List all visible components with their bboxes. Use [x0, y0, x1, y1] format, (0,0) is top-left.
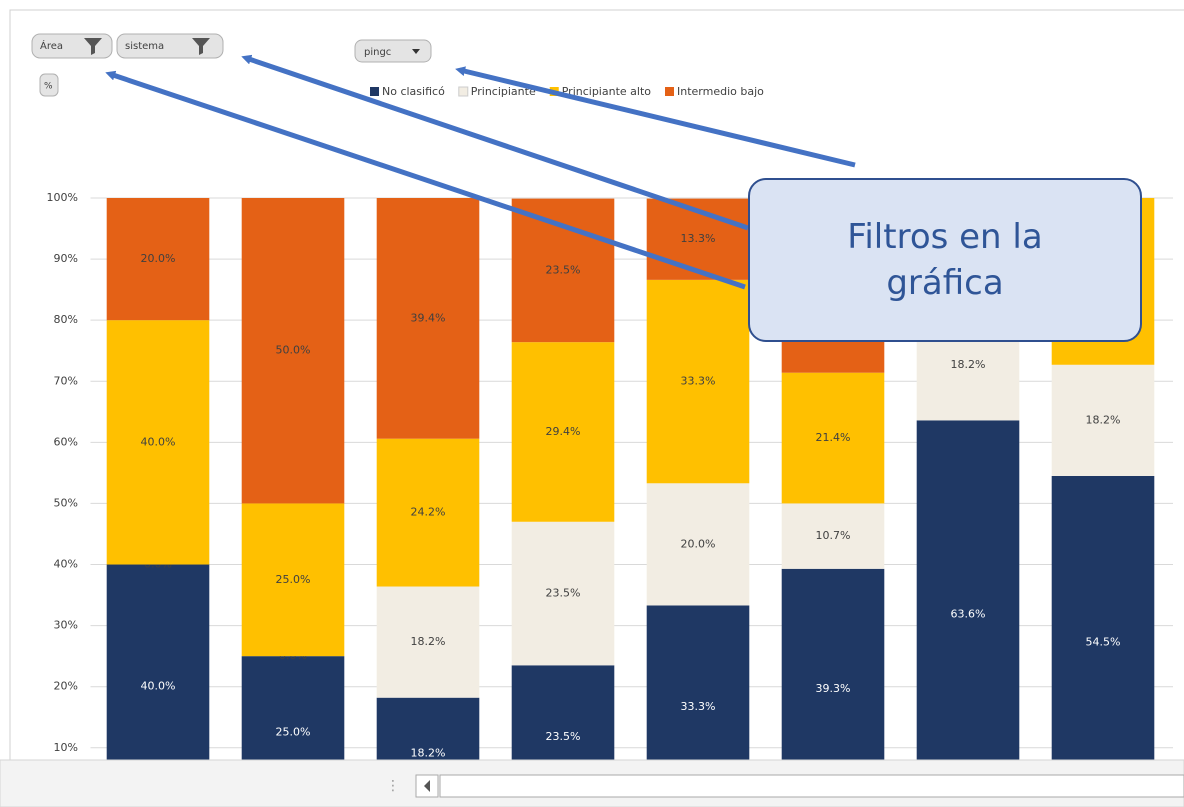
legend-swatch	[665, 87, 674, 96]
bar-segment	[511, 198, 615, 343]
bar-segment	[376, 586, 480, 698]
legend-label: Principiante alto	[562, 85, 652, 98]
data-label: 13.3%	[681, 232, 716, 245]
data-label: 23.5%	[546, 263, 581, 276]
data-label: 23.5%	[546, 587, 581, 600]
bar-segment	[1051, 475, 1155, 760]
filter-button[interactable]	[39, 73, 59, 97]
data-label: 25.0%	[276, 726, 311, 739]
legend-label: Intermedio bajo	[677, 85, 764, 98]
y-tick-label: 40%	[54, 558, 78, 571]
bar-segment	[916, 420, 1020, 760]
arrow	[105, 70, 746, 290]
data-label: 20.0%	[141, 252, 176, 265]
bar-segment	[511, 521, 615, 666]
y-tick-label: 30%	[54, 619, 78, 632]
filter-buttons: Área sistema pingc %	[31, 33, 432, 97]
arrow	[455, 66, 856, 168]
data-label: 33.3%	[681, 375, 716, 388]
legend-swatch	[370, 87, 379, 96]
bar-segment	[646, 483, 750, 606]
bar-segment	[106, 564, 210, 760]
legend-swatch	[458, 86, 469, 97]
y-tick-label: 90%	[54, 252, 78, 265]
y-tick-label: 70%	[54, 374, 78, 387]
bar-segment	[241, 198, 345, 504]
scrollbar[interactable]	[439, 774, 1184, 798]
data-label: 25.0%	[276, 573, 311, 586]
legend-label: No clasificó	[382, 85, 445, 98]
y-tick-label: 100%	[47, 191, 78, 204]
bar-segment	[646, 605, 750, 760]
bar-segment	[106, 198, 210, 321]
arrow	[241, 54, 749, 231]
data-label: 54.5%	[1086, 635, 1121, 648]
bar-segment	[646, 279, 750, 484]
data-label: 20.0%	[681, 537, 716, 550]
status-bar: ⋮	[0, 759, 1184, 807]
y-tick-label: 80%	[54, 313, 78, 326]
data-label: 24.2%	[411, 506, 446, 519]
data-label: 18.2%	[411, 746, 446, 759]
data-label: 10.7%	[816, 529, 851, 542]
data-label: 50.0%	[276, 344, 311, 357]
data-label: 33.3%	[681, 700, 716, 713]
separator: ⋮	[386, 778, 400, 794]
data-label: 18.2%	[1086, 413, 1121, 426]
bar-segment	[781, 503, 885, 569]
filter-label: pingc	[364, 47, 391, 58]
scroll-icon	[424, 780, 430, 792]
bar-segment	[511, 665, 615, 760]
bar-segment	[781, 372, 885, 504]
data-label: 39.4%	[411, 311, 446, 324]
y-tick-label: 20%	[54, 680, 78, 693]
bar-segment	[1051, 364, 1155, 476]
bar-segment	[376, 438, 480, 587]
data-label: 39.3%	[816, 682, 851, 695]
data-label: 18.2%	[411, 635, 446, 648]
data-label: 23.5%	[546, 730, 581, 743]
filter-icon	[84, 38, 102, 55]
y-tick-label: 60%	[54, 435, 78, 448]
bar-segment	[781, 568, 885, 760]
filter-label: %	[44, 82, 53, 92]
data-label: 40.0%	[141, 680, 176, 693]
y-tick-label: 10%	[54, 741, 78, 754]
bar-segment	[511, 342, 615, 522]
dropdown-icon	[412, 49, 420, 54]
data-label: 40.0%	[141, 435, 176, 448]
filter-label: sistema	[125, 41, 164, 52]
bar-segment	[106, 320, 210, 565]
filter-label: Área	[40, 39, 63, 52]
data-label: 29.4%	[546, 425, 581, 438]
bar-segment	[376, 198, 480, 439]
callout: Filtros en la gráfica	[748, 178, 1142, 342]
bar-segment	[376, 697, 480, 760]
legend-label: Principiante	[471, 85, 536, 98]
y-tick-label: 50%	[54, 496, 78, 509]
arrows	[105, 54, 856, 290]
bar-segment	[241, 503, 345, 657]
data-label: 63.6%	[951, 608, 986, 621]
filter-button[interactable]	[354, 39, 432, 63]
data-label: 21.4%	[816, 431, 851, 444]
data-label: 18.2%	[951, 358, 986, 371]
filter-icon	[192, 38, 210, 55]
bar-segment	[241, 656, 345, 760]
